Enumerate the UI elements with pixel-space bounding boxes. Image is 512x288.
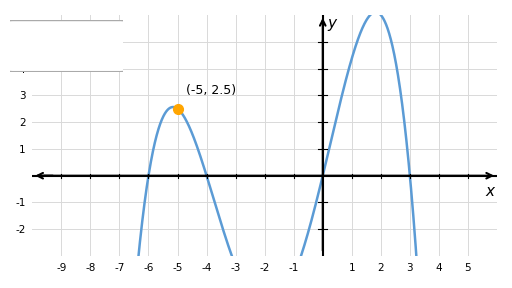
Text: x: x xyxy=(485,184,494,199)
FancyBboxPatch shape xyxy=(7,20,126,72)
Text: (-5, 2.5): (-5, 2.5) xyxy=(186,84,237,97)
Text: y: y xyxy=(327,16,336,31)
